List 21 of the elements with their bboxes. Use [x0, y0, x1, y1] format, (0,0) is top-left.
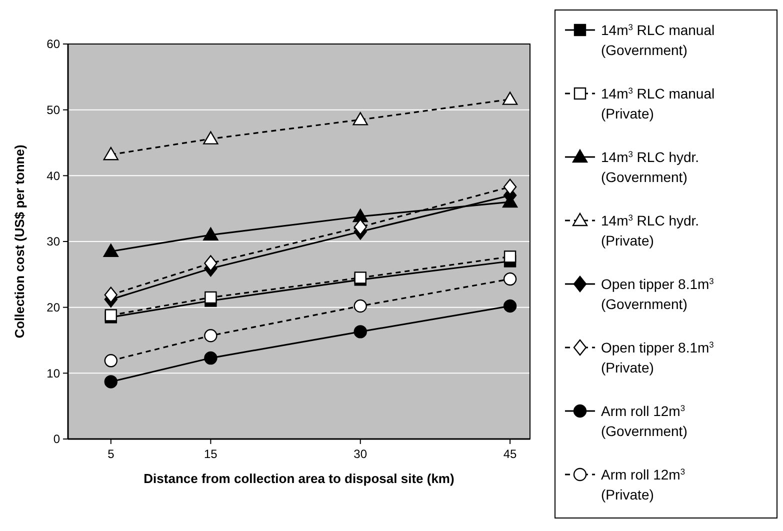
y-axis-title: Collection cost (US$ per tonne): [12, 144, 27, 338]
x-axis-title: Distance from collection area to disposal site (km): [144, 471, 454, 486]
x-tick-label: 45: [503, 447, 518, 461]
y-tick-label: 40: [46, 168, 60, 183]
text: Open tipper 8.1m$^{3}$ (Government): [601, 276, 714, 312]
legend-label: 14m$^{3}$ RLC hydr. (Government): [601, 149, 700, 185]
y-tick-label: 20: [46, 300, 60, 315]
x-tick-label: 15: [204, 447, 218, 461]
y-tick-label: 30: [46, 234, 60, 249]
y-tick-label: 0: [53, 432, 60, 446]
y-tick-label: 10: [46, 366, 60, 380]
y-tick-label: 60: [46, 37, 60, 52]
y-tick-label: 50: [46, 103, 60, 118]
legend-label: 14m$^{3}$ RLC manual (Private): [601, 86, 715, 122]
legend-label: Arm roll 12m$^{3}$ (Government): [601, 403, 688, 439]
text: Arm roll 12m$^{3}$ (Private): [601, 466, 686, 502]
x-tick-label: 30: [354, 447, 368, 461]
text: Open tipper 8.1m$^{3}$ (Private): [601, 340, 714, 376]
legend-label: 14m$^{3}$ RLC hydr. (Private): [601, 212, 700, 248]
x-tick-label: 5: [108, 447, 115, 461]
legend-label: 14m$^{3}$ RLC manual (Government): [601, 22, 715, 58]
